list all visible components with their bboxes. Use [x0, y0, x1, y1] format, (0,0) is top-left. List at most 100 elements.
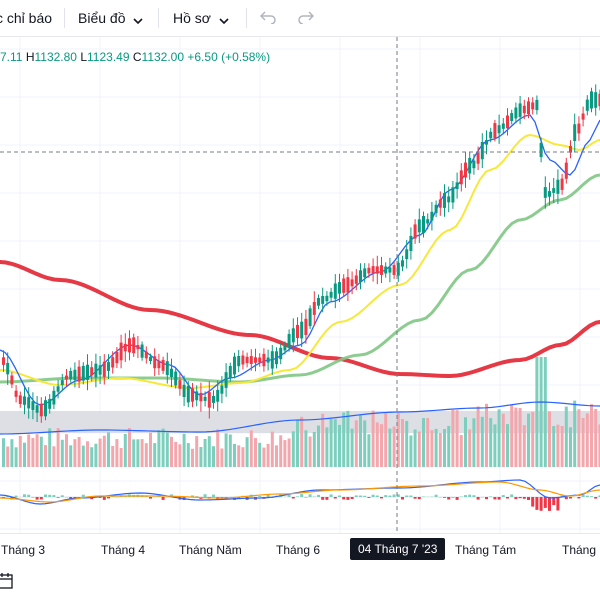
volume-bar — [594, 408, 598, 467]
price-chart[interactable] — [0, 37, 600, 533]
volume-bar — [35, 434, 39, 467]
profile-menu-button[interactable]: Hồ sơ — [173, 0, 229, 36]
candle-body — [384, 266, 388, 274]
candle-body — [60, 380, 64, 385]
calendar-range-icon[interactable] — [0, 572, 16, 595]
candle-body — [35, 405, 39, 413]
candle-body — [527, 101, 530, 115]
macd-histogram-bar — [195, 496, 199, 497]
volume-bar — [191, 448, 194, 467]
time-axis[interactable]: Tháng 3 Tháng 4 Tháng Năm Tháng 6 04 Thá… — [0, 533, 600, 567]
volume-bar — [480, 416, 484, 467]
volume-bar — [556, 424, 560, 467]
candle-body — [102, 361, 106, 377]
volume-bar — [31, 438, 35, 467]
candle-body — [598, 93, 600, 107]
candle-body — [44, 400, 47, 417]
candle-body — [300, 321, 304, 339]
volume-bar — [245, 437, 249, 467]
candle-body — [14, 390, 18, 397]
candle-body — [233, 356, 236, 375]
volume-bar — [132, 439, 136, 467]
candle-body — [560, 178, 564, 190]
macd-histogram-bar — [291, 497, 295, 499]
macd-histogram-bar — [535, 497, 539, 510]
x-tick-label: Tháng Năm — [179, 543, 242, 557]
volume-bar — [212, 446, 215, 467]
volume-bar — [447, 425, 451, 467]
macd-histogram-bar — [522, 497, 526, 499]
volume-bar — [241, 447, 245, 467]
candle-body — [317, 298, 320, 306]
x-tick-label: Tháng 4 — [101, 543, 146, 557]
volume-bar — [514, 407, 518, 467]
candle-body — [165, 361, 169, 376]
candle-body — [590, 91, 593, 109]
macd-histogram-bar — [510, 494, 514, 497]
candle-body — [569, 146, 572, 153]
volume-bar — [560, 426, 564, 467]
volume-bar — [153, 443, 157, 467]
volume-bar — [77, 437, 81, 467]
undo-icon[interactable] — [259, 1, 276, 37]
macd-histogram-bar — [14, 495, 18, 497]
chart-menu-button[interactable]: Biểu đồ — [78, 0, 144, 37]
macd-histogram-bar — [543, 497, 547, 508]
macd-histogram-bar — [384, 495, 388, 497]
volume-bar — [220, 448, 224, 467]
candle-body — [468, 157, 472, 174]
volume-bar — [258, 442, 262, 467]
candle-body — [346, 277, 350, 293]
candle-body — [354, 275, 358, 284]
candle-body — [81, 365, 85, 381]
volume-bar — [329, 419, 333, 467]
candle-body — [191, 388, 194, 402]
volume-bar — [174, 441, 178, 467]
volume-bar — [552, 426, 556, 467]
volume-bar — [573, 400, 577, 467]
volume-bar — [476, 406, 480, 467]
candle-body — [464, 162, 467, 178]
volume-bar — [199, 447, 203, 467]
candle-body — [476, 152, 480, 164]
candle-body — [401, 260, 404, 267]
macd-histogram-bar — [308, 494, 312, 497]
candle-body — [157, 360, 161, 369]
candle-body — [10, 375, 14, 385]
volume-bar — [275, 445, 278, 467]
volume-bar — [60, 439, 64, 467]
candle-body — [107, 362, 110, 371]
volume-bar — [2, 438, 5, 467]
volume-bar — [535, 357, 539, 467]
legend-close-label: C — [132, 50, 142, 64]
volume-bar — [581, 418, 585, 467]
candle-body — [65, 375, 68, 380]
volume-bar — [254, 438, 257, 467]
volume-bar — [304, 430, 308, 467]
candle-body — [371, 266, 375, 274]
macd-histogram-bar — [27, 494, 31, 497]
volume-bar — [434, 428, 438, 467]
macd-histogram-bar — [401, 497, 404, 500]
macd-histogram-bar — [564, 497, 568, 500]
candle-body — [144, 351, 148, 359]
volume-bar — [207, 436, 211, 467]
candle-body — [119, 342, 123, 361]
volume-bar — [430, 430, 434, 467]
indicators-button[interactable]: c chỉ báo — [0, 10, 53, 26]
candle-body — [434, 204, 438, 213]
legend-low-label: L — [80, 50, 88, 64]
volume-bar — [249, 430, 253, 467]
macd-histogram-bar — [413, 497, 417, 499]
candle-body — [270, 351, 274, 369]
volume-bar — [237, 445, 241, 467]
x-tick-label: Tháng 3 — [1, 543, 46, 557]
signal-line — [0, 481, 600, 503]
redo-icon[interactable] — [298, 1, 315, 37]
candle-body — [98, 365, 102, 375]
candle-body — [531, 102, 535, 110]
candle-body — [564, 162, 568, 179]
volume-bar — [144, 443, 148, 467]
macd-histogram-bar — [405, 495, 409, 497]
chevron-down-icon — [133, 1, 144, 37]
